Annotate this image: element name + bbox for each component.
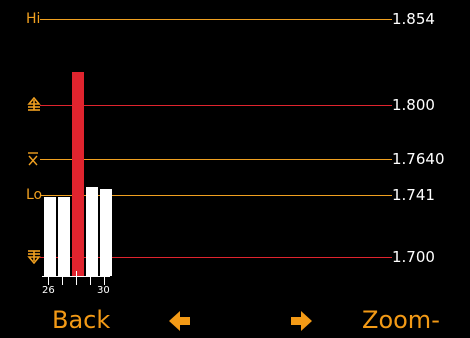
left-arrow-icon[interactable] <box>165 305 195 335</box>
ucl-value: 1.800 <box>392 96 435 114</box>
zoom-out-button[interactable]: Zoom- <box>362 306 440 334</box>
x-tick <box>104 271 105 285</box>
x-tick <box>48 271 49 285</box>
hi-value: 1.854 <box>392 10 435 28</box>
lo-label: Lo <box>26 187 43 203</box>
mean-line <box>40 159 392 160</box>
lo-line <box>40 195 392 196</box>
x-tick-label-first: 26 <box>42 285 55 296</box>
hi-label: Hi <box>26 11 41 27</box>
back-button[interactable]: Back <box>52 306 111 334</box>
bar <box>100 189 112 276</box>
bar <box>58 197 70 276</box>
lower-limit-icon <box>27 250 41 264</box>
mean-value: 1.7640 <box>392 150 445 168</box>
bar <box>86 187 98 276</box>
x-tick-label-last: 30 <box>97 285 110 296</box>
lcl-value: 1.700 <box>392 248 435 266</box>
x-tick <box>90 271 91 285</box>
x-tick <box>76 271 77 285</box>
mean-x-bar-icon <box>28 152 38 166</box>
upper-limit-icon <box>27 97 41 111</box>
lcl-line <box>40 257 392 258</box>
bar-highlighted <box>72 72 84 276</box>
hi-line <box>40 19 392 20</box>
right-arrow-icon[interactable] <box>286 305 316 335</box>
ucl-line <box>40 105 392 106</box>
x-tick <box>62 271 63 285</box>
bar <box>44 197 56 276</box>
lo-value: 1.741 <box>392 186 435 204</box>
